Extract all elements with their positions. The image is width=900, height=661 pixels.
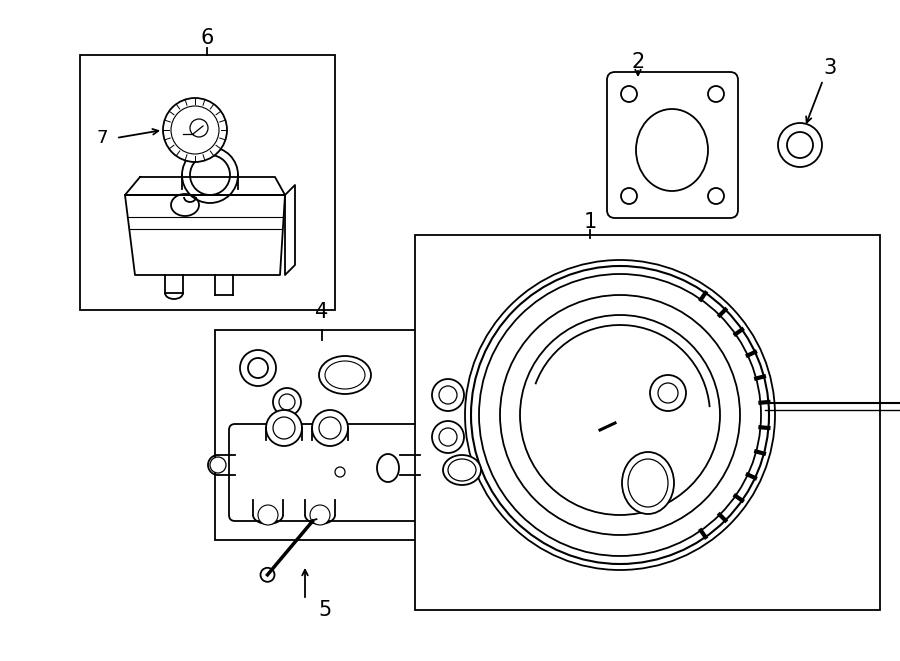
Bar (80, 55, 335, 310)
Circle shape (273, 388, 301, 416)
Ellipse shape (443, 455, 481, 485)
Text: 5: 5 (319, 600, 331, 620)
Text: 1: 1 (583, 212, 597, 232)
Circle shape (621, 188, 637, 204)
Text: 3: 3 (824, 58, 837, 78)
Bar (415, 235, 880, 610)
Circle shape (708, 188, 724, 204)
Circle shape (335, 467, 345, 477)
Circle shape (310, 505, 330, 525)
Circle shape (190, 155, 230, 195)
Circle shape (240, 350, 276, 386)
Circle shape (266, 410, 302, 446)
Circle shape (432, 379, 464, 411)
Circle shape (260, 568, 274, 582)
Circle shape (312, 410, 348, 446)
Text: 4: 4 (315, 302, 328, 322)
Text: 2: 2 (632, 52, 644, 72)
Circle shape (439, 428, 457, 446)
Circle shape (319, 417, 341, 439)
Circle shape (439, 386, 457, 404)
Circle shape (163, 98, 227, 162)
FancyBboxPatch shape (229, 424, 426, 521)
Ellipse shape (628, 459, 668, 507)
Circle shape (190, 119, 208, 137)
Ellipse shape (448, 459, 476, 481)
Circle shape (650, 375, 686, 411)
Circle shape (273, 417, 295, 439)
Circle shape (248, 358, 268, 378)
Circle shape (171, 106, 219, 154)
Circle shape (658, 383, 678, 403)
Circle shape (621, 86, 637, 102)
Ellipse shape (622, 452, 674, 514)
Text: 6: 6 (201, 28, 213, 48)
Ellipse shape (319, 356, 371, 394)
Circle shape (465, 260, 775, 570)
Ellipse shape (325, 361, 365, 389)
Circle shape (787, 132, 813, 158)
Circle shape (432, 421, 464, 453)
Bar (215, 330, 430, 540)
Text: 7: 7 (96, 129, 108, 147)
Circle shape (279, 394, 295, 410)
Circle shape (258, 505, 278, 525)
Ellipse shape (636, 109, 708, 191)
Circle shape (182, 147, 238, 203)
Circle shape (708, 86, 724, 102)
FancyBboxPatch shape (607, 72, 738, 218)
Ellipse shape (377, 454, 399, 482)
Circle shape (210, 457, 226, 473)
Circle shape (778, 123, 822, 167)
